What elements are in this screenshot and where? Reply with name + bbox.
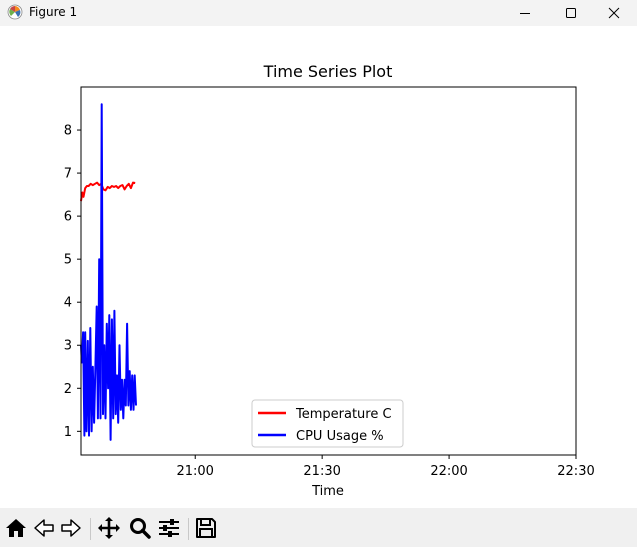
configure-subplots-icon bbox=[159, 519, 179, 537]
y-tick-label: 3 bbox=[64, 339, 72, 354]
close-icon bbox=[608, 7, 620, 19]
x-tick-label: 22:30 bbox=[557, 464, 594, 479]
y-tick-label: 6 bbox=[64, 210, 72, 225]
legend-label-temperature: Temperature C bbox=[295, 407, 392, 422]
close-button[interactable] bbox=[591, 0, 637, 26]
x-tick-label: 21:00 bbox=[176, 464, 213, 479]
legend[interactable]: Temperature C CPU Usage % bbox=[251, 399, 404, 448]
matplotlib-app-icon bbox=[7, 4, 23, 20]
save-floppy-icon bbox=[196, 518, 216, 538]
maximize-icon bbox=[566, 8, 576, 18]
y-tick-label: 1 bbox=[64, 425, 72, 440]
pan-button[interactable] bbox=[97, 516, 121, 540]
series-line-cpu-usage bbox=[80, 103, 137, 441]
x-tick-label: 21:30 bbox=[303, 464, 340, 479]
navigation-toolbar bbox=[0, 508, 637, 547]
y-tick-label: 8 bbox=[64, 124, 72, 139]
toolbar-separator bbox=[188, 518, 189, 540]
back-button[interactable] bbox=[32, 516, 56, 540]
figure-canvas[interactable]: Time Series Plot 1 2 3 4 5 6 7 8 21:00 21:30 22:0… bbox=[0, 26, 637, 508]
window-title: Figure 1 bbox=[29, 5, 78, 19]
time-series-chart[interactable]: Time Series Plot 1 2 3 4 5 6 7 8 21:00 21:30 22:0… bbox=[0, 26, 637, 508]
plot-frame bbox=[80, 86, 577, 456]
minimize-icon bbox=[520, 13, 530, 14]
title-bar: Figure 1 bbox=[0, 0, 637, 26]
home-button[interactable] bbox=[4, 516, 28, 540]
zoom-button[interactable] bbox=[128, 516, 152, 540]
y-tick-label: 7 bbox=[64, 167, 72, 182]
home-icon bbox=[6, 519, 26, 537]
save-button[interactable] bbox=[194, 516, 218, 540]
y-tick-label: 5 bbox=[64, 253, 72, 268]
legend-frame bbox=[251, 399, 404, 448]
forward-button[interactable] bbox=[59, 516, 83, 540]
zoom-magnifier-icon bbox=[130, 518, 151, 539]
forward-arrow-icon bbox=[61, 519, 81, 537]
series-line-temperature bbox=[80, 181, 136, 202]
chart-title: Time Series Plot bbox=[263, 62, 393, 81]
minimize-button[interactable] bbox=[502, 0, 548, 26]
maximize-button[interactable] bbox=[548, 0, 594, 26]
back-arrow-icon bbox=[34, 519, 54, 537]
x-axis-label: Time bbox=[311, 484, 344, 499]
configure-subplots-button[interactable] bbox=[157, 516, 181, 540]
x-tick-label: 22:00 bbox=[430, 464, 467, 479]
y-tick-label: 2 bbox=[64, 382, 72, 397]
pan-move-icon bbox=[98, 517, 120, 539]
toolbar-separator bbox=[90, 518, 91, 540]
legend-label-cpu: CPU Usage % bbox=[296, 429, 384, 444]
plot-area[interactable] bbox=[81, 87, 576, 455]
y-tick-label: 4 bbox=[64, 296, 72, 311]
